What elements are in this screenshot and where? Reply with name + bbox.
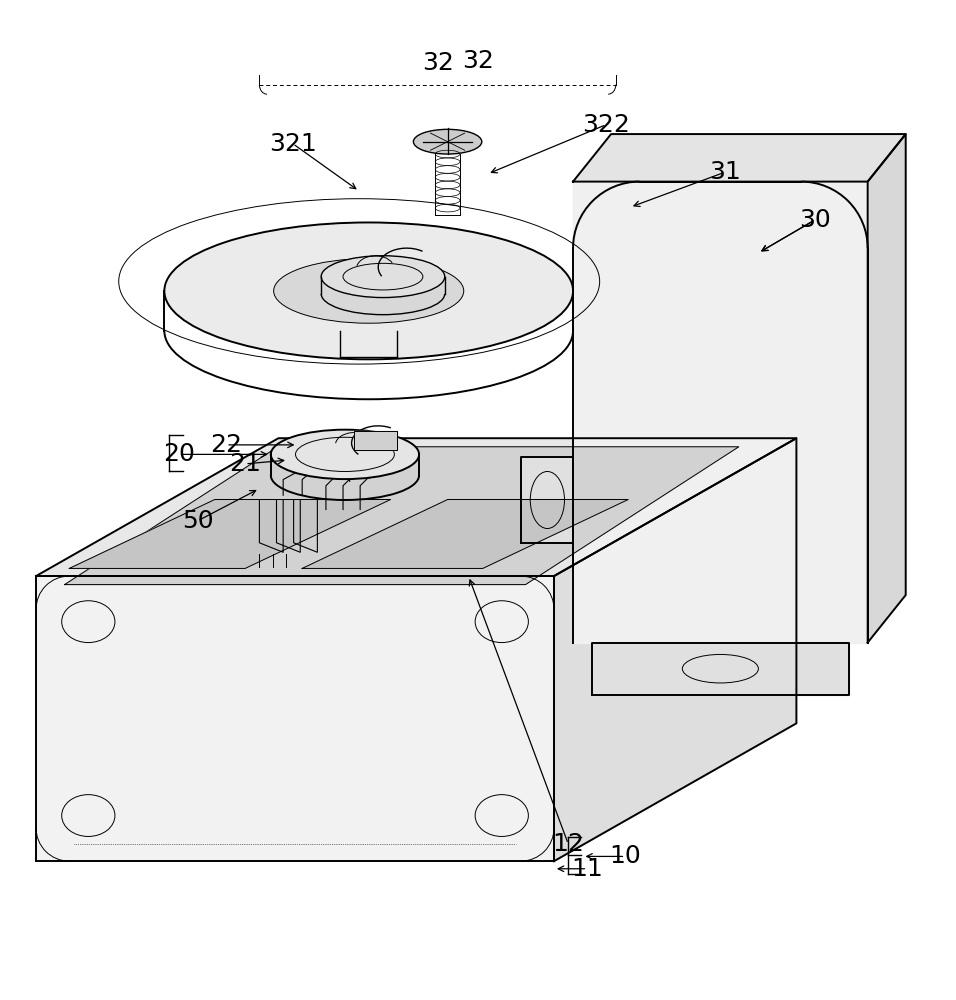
Text: 12: 12 xyxy=(553,832,584,856)
Polygon shape xyxy=(592,643,849,695)
Text: 32: 32 xyxy=(422,51,453,75)
Polygon shape xyxy=(573,182,868,643)
Polygon shape xyxy=(573,182,868,248)
Polygon shape xyxy=(36,576,554,861)
Polygon shape xyxy=(65,447,739,585)
Text: 20: 20 xyxy=(163,442,195,466)
Ellipse shape xyxy=(273,259,464,323)
Polygon shape xyxy=(521,457,573,543)
Ellipse shape xyxy=(321,256,445,298)
Polygon shape xyxy=(868,134,905,643)
Text: 10: 10 xyxy=(609,844,641,868)
Ellipse shape xyxy=(271,430,419,479)
Text: 21: 21 xyxy=(229,452,261,476)
Polygon shape xyxy=(302,500,628,568)
Polygon shape xyxy=(554,438,796,861)
Text: 32: 32 xyxy=(462,49,494,73)
Polygon shape xyxy=(69,500,391,568)
Text: 11: 11 xyxy=(572,857,603,881)
Text: 50: 50 xyxy=(182,509,213,533)
Ellipse shape xyxy=(413,129,482,154)
Ellipse shape xyxy=(164,222,573,359)
Text: 31: 31 xyxy=(709,160,741,184)
Text: 22: 22 xyxy=(210,433,242,457)
Text: 30: 30 xyxy=(799,208,832,232)
Text: 322: 322 xyxy=(582,113,630,137)
Polygon shape xyxy=(573,134,905,182)
Polygon shape xyxy=(36,438,796,576)
Polygon shape xyxy=(355,431,397,450)
Text: 321: 321 xyxy=(269,132,316,156)
